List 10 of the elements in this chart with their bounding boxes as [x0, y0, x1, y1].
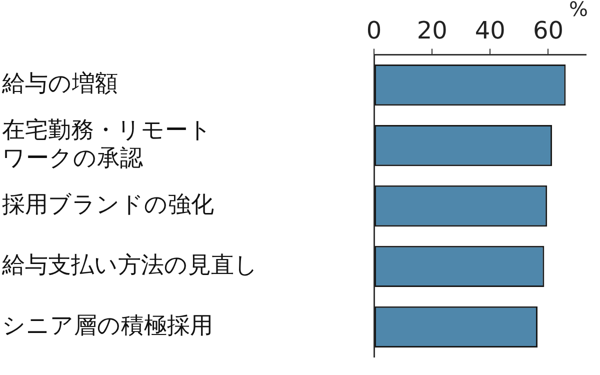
x-axis-title: % [568, 0, 588, 22]
y-tick-label: 給与支払い方法の見直し [1, 252, 258, 278]
x-tick-label: 40 [474, 16, 506, 45]
x-tick-label: 0 [366, 16, 382, 45]
y-tick-label: 在宅勤務・リモートワークの承認 [2, 118, 212, 172]
y-tick-label: 採用ブランドの強化 [2, 192, 214, 218]
x-tick-label: 60 [532, 16, 564, 45]
y-tick-label: 給与の増額 [1, 71, 118, 98]
y-tick-label: シニア層の積極採用 [2, 312, 213, 339]
x-tick-label: 20 [416, 16, 448, 45]
